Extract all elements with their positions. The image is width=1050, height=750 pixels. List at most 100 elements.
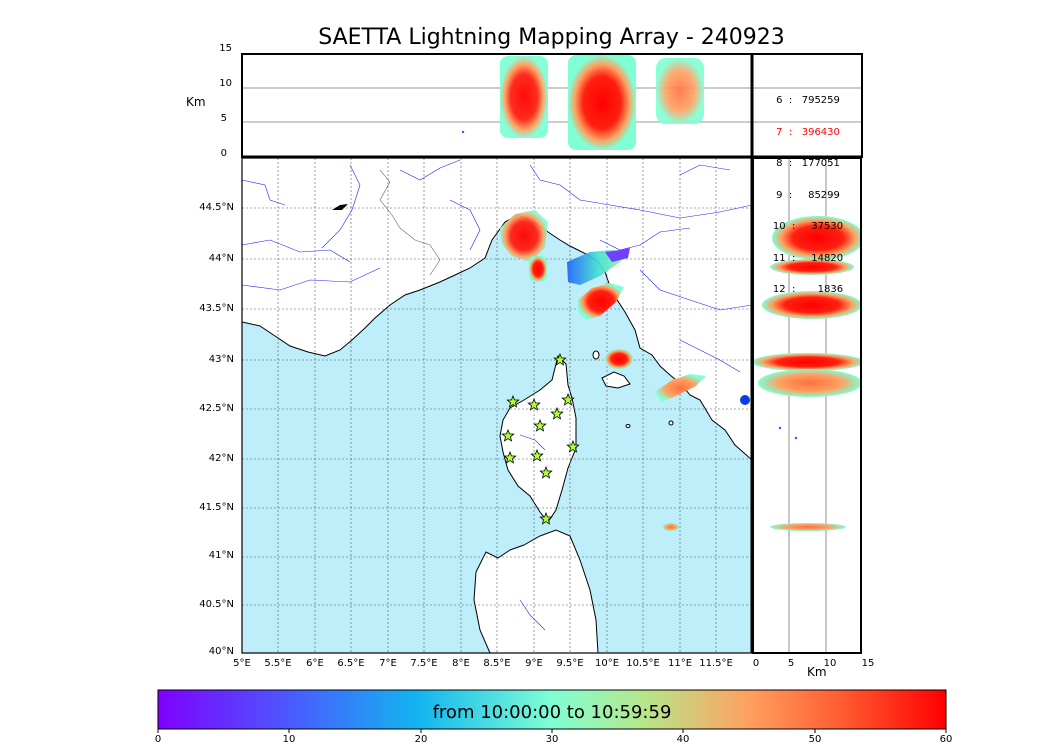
altitude-tick: 10: [219, 78, 232, 89]
latitude-label: 40.5°N: [199, 599, 234, 610]
altitude-tick: 15: [219, 43, 232, 54]
latitude-label: 41°N: [208, 550, 234, 561]
storm-cluster: [655, 374, 706, 402]
star-icon: [533, 418, 547, 432]
storm-altitude-cluster: [500, 56, 548, 138]
station-stat-row: 6 : 795259: [776, 95, 840, 106]
latitude-label: 44°N: [208, 253, 234, 264]
storm-altitude-cluster: [656, 58, 704, 124]
latitude-label: 43.5°N: [199, 303, 234, 314]
colorbar: [157, 689, 947, 733]
storm-cluster: [605, 248, 630, 262]
storm-side-cluster: [762, 291, 861, 319]
side-axis-label: Km: [807, 665, 827, 679]
scatter-point: [461, 130, 465, 134]
longitude-label: 10°E: [594, 658, 620, 669]
colorbar-tick: 60: [939, 734, 953, 745]
storm-cluster: [578, 283, 624, 320]
storm-side-cluster: [758, 369, 861, 397]
star-icon: [506, 394, 520, 408]
storm-altitude-cluster: [568, 55, 636, 150]
colorbar-time-range: from 10:00:00 to 10:59:59: [432, 702, 672, 723]
scatter-point: [778, 426, 782, 430]
map-gridlines: [242, 158, 752, 653]
altitude-tick: 0: [220, 148, 227, 159]
altitude-scatter: [461, 55, 704, 150]
latitude-label: 42.5°N: [199, 403, 234, 414]
storm-cluster: [663, 523, 679, 531]
storm-cluster: [529, 256, 547, 282]
longitude-label: 7°E: [379, 658, 397, 669]
storm-cluster: [605, 349, 633, 369]
side-km-tick: 15: [861, 658, 875, 669]
corsica-island: [499, 355, 577, 523]
longitude-label: 8.5°E: [483, 658, 511, 669]
station-stat-row: 11 : 14820: [772, 252, 844, 264]
longitude-label: 11°E: [667, 658, 693, 669]
longitude-label: 7.5°E: [410, 658, 438, 669]
small-island: [668, 420, 674, 426]
star-icon: [553, 352, 567, 366]
latitude-altitude-panel: [242, 54, 862, 654]
storm-side-cluster: [770, 259, 854, 275]
longitude-label: 10.5°E: [626, 658, 660, 669]
side-km-tick: 5: [787, 658, 795, 669]
side-km-tick: 10: [823, 658, 837, 669]
lake: [332, 204, 348, 210]
colorbar-tick: 30: [545, 734, 559, 745]
altitude-tick: 5: [220, 113, 227, 124]
rivers: [242, 159, 752, 631]
small-island: [592, 350, 600, 360]
star-icon: [550, 406, 564, 420]
elba-island: [601, 371, 631, 389]
colorbar-tick: 10: [282, 734, 296, 745]
storm-cluster: [500, 210, 548, 262]
latitude-label: 41.5°N: [199, 502, 234, 513]
storm-side-cluster: [753, 353, 861, 371]
star-icon: [539, 511, 553, 525]
longitude-label: 9.5°E: [556, 658, 584, 669]
latitude-label: 43°N: [208, 354, 234, 365]
altitude-panel: [241, 53, 863, 158]
station-stats: 6 : 795259 7 : 396430 8 : 177051 9 : 852…: [756, 75, 860, 306]
side-km-tick: 0: [752, 658, 760, 669]
mainland-landmass: [242, 158, 752, 461]
lake: [740, 395, 750, 405]
lightning-sources: [500, 210, 706, 531]
star-icon: [503, 450, 517, 464]
longitude-label: 5°E: [233, 658, 251, 669]
longitude-label: 8°E: [452, 658, 470, 669]
sardinia-island: [473, 529, 599, 653]
station-stat-row: 8 : 177051: [776, 158, 840, 169]
map-panel: [241, 157, 753, 654]
station-stat-row: 7 : 396430: [776, 126, 840, 138]
longitude-label: 9°E: [525, 658, 543, 669]
star-icon: [539, 465, 553, 479]
colorbar-tick: 0: [154, 734, 162, 745]
star-icon: [566, 439, 580, 453]
small-island: [625, 424, 631, 428]
longitude-label: 6°E: [306, 658, 324, 669]
station-stat-row: 10 : 37530: [772, 221, 844, 232]
station-stat-row: 12 : 1836: [772, 284, 844, 295]
altitude-axis-label: Km: [186, 95, 206, 109]
star-icon: [561, 392, 575, 406]
star-icon: [527, 397, 541, 411]
colorbar-tick: 40: [676, 734, 690, 745]
latitude-label: 44.5°N: [199, 202, 234, 213]
colorbar-tick: 50: [808, 734, 822, 745]
lma-stations: [501, 352, 580, 525]
borders: [379, 169, 441, 276]
altitude-gridlines: [242, 87, 862, 123]
station-stat-row: 9 : 85299: [776, 189, 840, 201]
latitude-label: 40°N: [208, 646, 234, 657]
colorbar-tick: 20: [414, 734, 428, 745]
longitude-label: 6.5°E: [337, 658, 365, 669]
star-icon: [530, 448, 544, 462]
scatter-point: [794, 436, 798, 440]
latitude-label: 42°N: [208, 453, 234, 464]
storm-side-cluster: [770, 523, 846, 531]
longitude-label: 11.5°E: [699, 658, 733, 669]
storm-side-cluster: [772, 216, 861, 260]
